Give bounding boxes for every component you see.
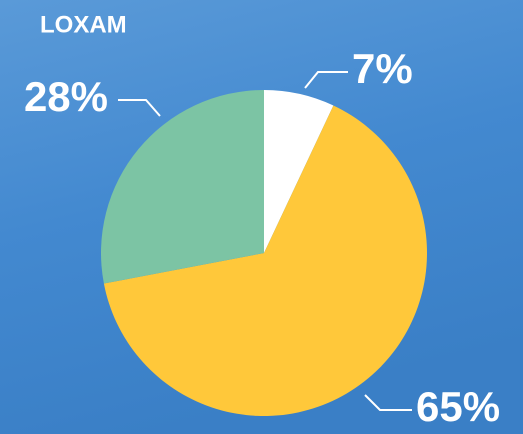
chart-title: LOXAM	[40, 11, 127, 38]
leader-line	[304, 71, 348, 89]
data-label: 65%	[416, 383, 500, 430]
pie-slice	[100, 90, 264, 284]
pie	[100, 90, 427, 416]
data-label: 28%	[24, 73, 108, 120]
pie-slice	[103, 105, 427, 416]
leader-line	[118, 99, 161, 117]
leader-line	[364, 394, 412, 411]
pie-slice	[264, 90, 334, 253]
data-label: 7%	[352, 45, 413, 92]
